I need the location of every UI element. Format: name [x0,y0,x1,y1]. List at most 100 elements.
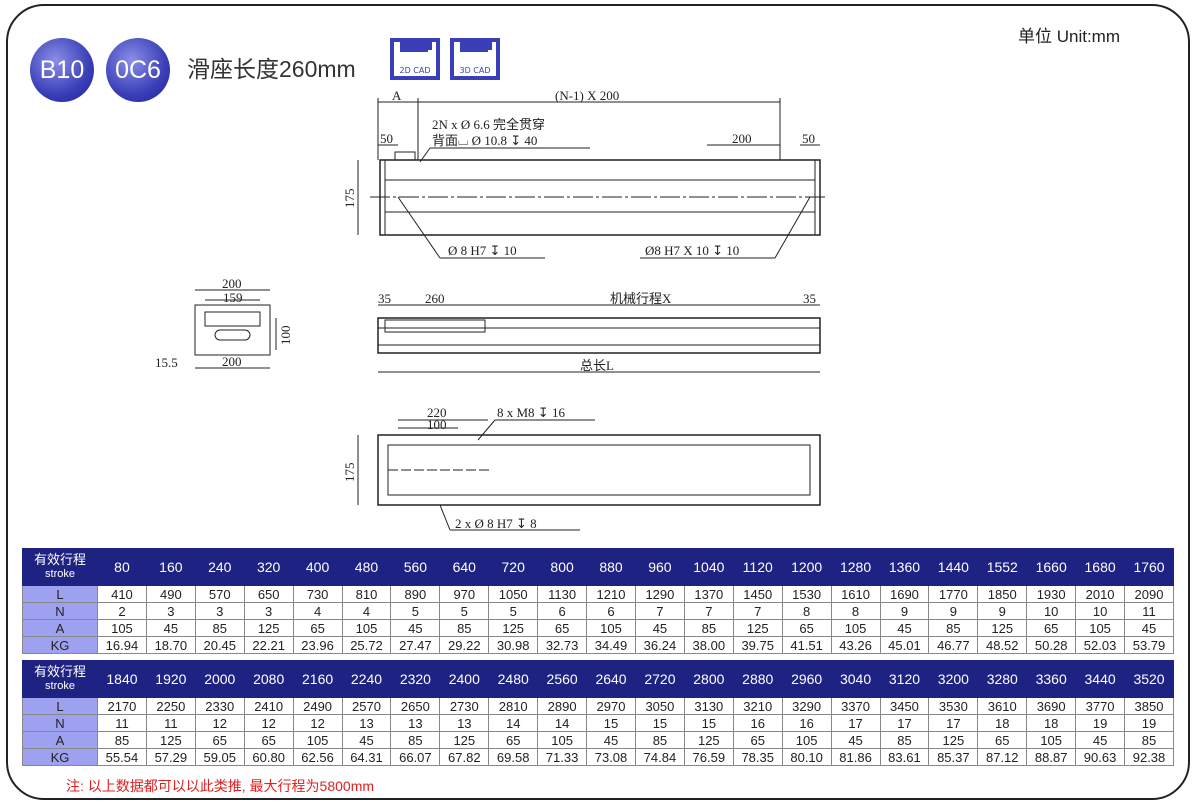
cell-kg: 50.28 [1026,636,1077,654]
cell-l: 1530 [781,585,832,603]
cell-l: 3370 [830,697,881,715]
cell-l: 3130 [683,697,734,715]
cell-a: 45 [341,731,392,749]
cell-kg: 36.24 [634,636,685,654]
cell-a: 45 [1075,731,1126,749]
cell-n: 8 [830,602,881,620]
cell-stroke: 2560 [537,660,588,698]
cell-kg: 81.86 [830,748,881,766]
row-label-l: L [22,585,98,603]
cell-kg: 32.73 [537,636,588,654]
cell-n: 6 [537,602,588,620]
cell-n: 9 [977,602,1028,620]
cell-a: 65 [488,731,539,749]
cell-kg: 23.96 [292,636,343,654]
cell-a: 85 [879,731,930,749]
cell-n: 3 [194,602,245,620]
cell-n: 12 [194,714,245,732]
cell-a: 105 [292,731,343,749]
cell-n: 12 [292,714,343,732]
cell-kg: 30.98 [488,636,539,654]
cell-kg: 55.54 [97,748,147,766]
cell-a: 125 [243,619,294,637]
cell-kg: 20.45 [194,636,245,654]
table-row-a: A 85 125 65 65 105 45 85 125 65 105 45 85 125 65 105 45 8… [22,731,1174,749]
cell-a: 85 [390,731,441,749]
cell-a: 65 [292,619,343,637]
cell-l: 1450 [732,585,783,603]
cell-kg: 38.00 [683,636,734,654]
side-stroke-label: 机械行程X [610,291,672,306]
cell-stroke: 3280 [977,660,1028,698]
cell-kg: 29.22 [439,636,490,654]
cell-kg: 16.94 [97,636,147,654]
cell-stroke: 2960 [781,660,832,698]
cell-a: 105 [830,619,881,637]
cell-n: 7 [683,602,734,620]
cell-stroke: 3360 [1026,660,1077,698]
cell-l: 3530 [928,697,979,715]
bottom-dim-100: 100 [427,417,447,432]
cell-stroke: 800 [537,548,588,586]
cell-l: 650 [243,585,294,603]
cell-a: 105 [537,731,588,749]
cell-stroke: 3120 [879,660,930,698]
cell-stroke: 2880 [732,660,783,698]
cell-stroke: 2480 [488,660,539,698]
cell-a: 105 [97,619,147,637]
table-row-l: L 410 490 570 650 730 810 890 970 1050 1130 1210 129… [22,585,1174,603]
cell-l: 2730 [439,697,490,715]
table-row-n: N 11 11 12 12 12 13 13 13 14 14 15 15 15 16 16 17 17 17 18 1… [22,714,1174,732]
cell-stroke: 240 [194,548,245,586]
cell-stroke: 3040 [830,660,881,698]
cell-kg: 60.80 [243,748,294,766]
cad-3d-button[interactable]: 3D CAD [450,38,500,80]
cell-n: 14 [537,714,588,732]
cell-kg: 73.08 [586,748,636,766]
cell-l: 2650 [390,697,441,715]
cell-kg: 22.21 [243,636,294,654]
cell-n: 10 [1026,602,1077,620]
cell-stroke: 160 [145,548,196,586]
cell-n: 17 [879,714,930,732]
cell-l: 3850 [1124,697,1174,715]
cell-stroke: 2240 [341,660,392,698]
cell-stroke: 1660 [1026,548,1077,586]
cell-a: 45 [879,619,930,637]
cell-n: 2 [97,602,147,620]
cell-l: 2970 [586,697,636,715]
cell-kg: 74.84 [634,748,685,766]
cell-n: 7 [634,602,685,620]
cell-kg: 59.05 [194,748,245,766]
pin-spec-1: Ø 8 H7 ↧ 10 [448,243,517,258]
cell-n: 11 [145,714,196,732]
cell-stroke: 1040 [683,548,734,586]
cell-n: 17 [830,714,881,732]
cell-a: 45 [1124,619,1174,637]
dim-175: 175 [342,189,357,209]
cell-l: 3290 [781,697,832,715]
cell-stroke: 880 [586,548,636,586]
cell-a: 105 [781,731,832,749]
cad-2d-button[interactable]: 2D CAD [390,38,440,80]
cell-a: 125 [977,619,1028,637]
cell-l: 2010 [1075,585,1126,603]
row-label-kg: KG [22,636,98,654]
stroke-label-cn: 有效行程 [33,664,86,679]
end-view: 200 159 100 15.5 200 [155,276,293,370]
side-dim-35-left: 35 [378,291,391,306]
cell-kg: 90.63 [1075,748,1126,766]
cell-a: 85 [97,731,147,749]
cell-kg: 53.79 [1124,636,1174,654]
row-label-n: N [22,714,98,732]
cell-a: 65 [1026,619,1077,637]
footnote: 注: 以上数据都可以以此类推, 最大行程为5800mm [66,778,375,794]
bottom-dim-175: 175 [342,463,357,483]
cell-l: 2490 [292,697,343,715]
cell-l: 2570 [341,697,392,715]
cell-l: 3690 [1026,697,1077,715]
end-dim-100: 100 [278,326,293,346]
cell-a: 105 [1026,731,1077,749]
cell-kg: 25.72 [341,636,392,654]
cell-kg: 83.61 [879,748,930,766]
